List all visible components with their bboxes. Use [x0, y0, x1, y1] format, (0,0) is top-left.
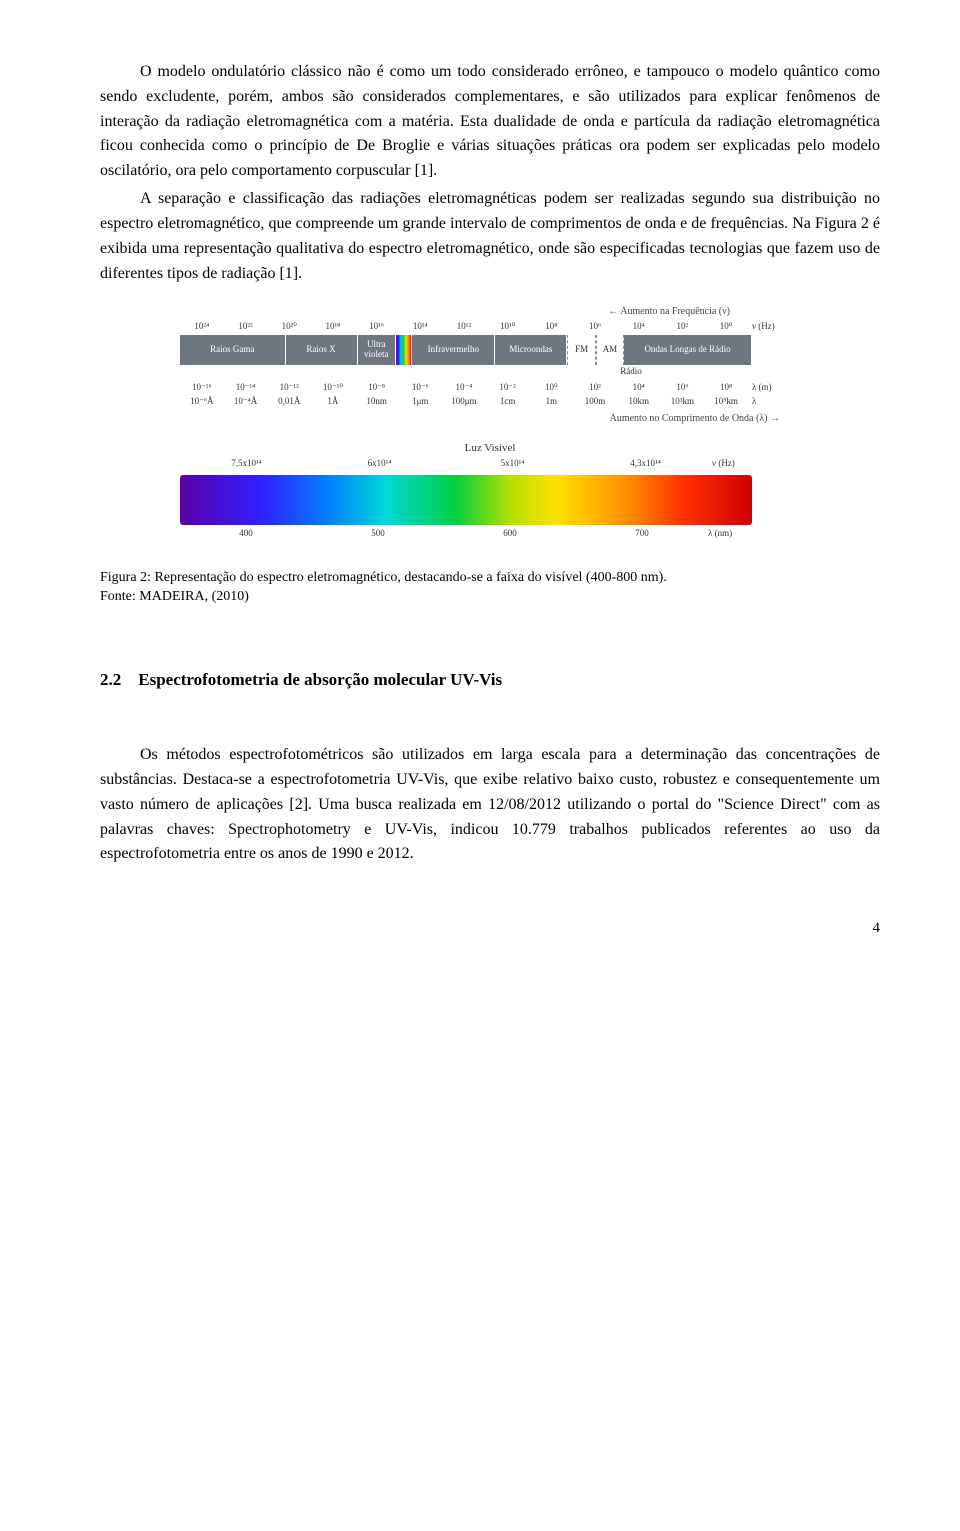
lambda-tick: 10⁻⁸ [355, 381, 399, 395]
freq-tick: 10⁶ [573, 320, 617, 334]
wavelength-increase-arrow: Aumento no Comprimento de Onda (λ) → [180, 411, 800, 427]
lambda-named-tick: 10³km [661, 395, 705, 409]
em-band: Ultra violeta [358, 335, 397, 365]
lambda-named-tick: 1cm [486, 395, 530, 409]
visible-hz-tick: 4,3x10¹⁴ [579, 457, 712, 471]
lambda-named-tick: 0,01Å [267, 395, 311, 409]
lambda-tick: 10⁻⁴ [442, 381, 486, 395]
freq-tick: 10¹² [442, 320, 486, 334]
visible-hz-tick: 5x10¹⁴ [446, 457, 579, 471]
freq-tick: 10²⁰ [267, 320, 311, 334]
freq-tick: 10² [661, 320, 705, 334]
visible-nm-row: 400500600700λ (nm) [180, 527, 752, 541]
em-band: Raios X [286, 335, 358, 365]
radio-group-label: Rádio [180, 365, 752, 379]
lambda-tick: 10⁻⁶ [398, 381, 442, 395]
section-heading-2-2: 2.2 Espectrofotometria de absorção molec… [100, 667, 880, 693]
freq-tick: 10¹⁰ [486, 320, 530, 334]
visible-nm-tick: 400 [180, 527, 312, 541]
lambda-named-tick: 1μm [398, 395, 442, 409]
visible-nm-tick: 600 [444, 527, 576, 541]
lambda-tick: 10⁻¹² [267, 381, 311, 395]
lambda-named-tick: 1Å [311, 395, 355, 409]
freq-unit: ν (Hz) [748, 320, 800, 334]
lambda-tick: 10⁸ [704, 381, 748, 395]
lambda-tick: 10⁻¹⁶ [180, 381, 224, 395]
lambda-named-tick: 100m [573, 395, 617, 409]
caption-line-2: Fonte: MADEIRA, (2010) [100, 589, 249, 604]
lambda-named-tick: 10nm [355, 395, 399, 409]
em-band: AM [596, 335, 624, 365]
freq-tick: 10²² [224, 320, 268, 334]
freq-tick: 10²⁴ [180, 320, 224, 334]
lambda-tick: 10⁻¹⁴ [224, 381, 268, 395]
lambda-m-unit: λ (m) [748, 381, 800, 395]
lambda-tick: 10² [573, 381, 617, 395]
paragraph-1: O modelo ondulatório clássico não é como… [100, 60, 880, 184]
freq-tick: 10¹⁶ [355, 320, 399, 334]
freq-tick: 10⁰ [704, 320, 748, 334]
lambda-named-tick: 10km [617, 395, 661, 409]
paragraph-3: Os métodos espectrofotométricos são util… [100, 743, 880, 867]
visible-nm-unit: λ (nm) [708, 527, 752, 541]
visible-hz-unit: ν (Hz) [712, 457, 752, 471]
em-band-row: Raios GamaRaios XUltra violeta Infraverme… [180, 335, 752, 365]
figure-caption: Figura 2: Representação do espectro elet… [100, 569, 880, 607]
em-band: Ondas Longas de Rádio [624, 335, 752, 365]
lambda-named-tick: 10⁻⁴Å [224, 395, 268, 409]
caption-line-1: Figura 2: Representação do espectro elet… [100, 570, 667, 585]
visible-light-label: Luz Visível [180, 440, 800, 457]
figure-2-spectrum: ← Aumento na Frequência (ν) 10²⁴10²²10²⁰… [180, 304, 800, 541]
freq-tick: 10⁴ [617, 320, 661, 334]
em-band: FM [567, 335, 595, 365]
visible-hz-tick: 6x10¹⁴ [313, 457, 446, 471]
em-band: Infravermelho [412, 335, 495, 365]
lambda-unit: λ [748, 395, 800, 409]
visible-spectrum-bar [180, 475, 752, 525]
freq-tick: 10¹⁴ [398, 320, 442, 334]
visible-nm-tick: 500 [312, 527, 444, 541]
lambda-named-tick: 10⁻⁶Å [180, 395, 224, 409]
lambda-m-row: 10⁻¹⁶10⁻¹⁴10⁻¹²10⁻¹⁰10⁻⁸10⁻⁶10⁻⁴10⁻²10⁰1… [180, 381, 800, 395]
lambda-named-tick: 100μm [442, 395, 486, 409]
freq-tick-row: 10²⁴10²²10²⁰10¹⁸10¹⁶10¹⁴10¹²10¹⁰10⁸10⁶10… [180, 320, 800, 334]
lambda-named-tick: 10⁵km [704, 395, 748, 409]
freq-increase-arrow: ← Aumento na Frequência (ν) [180, 304, 800, 320]
lambda-tick: 10⁴ [617, 381, 661, 395]
lambda-tick: 10⁰ [530, 381, 574, 395]
lambda-named-row: 10⁻⁶Å10⁻⁴Å0,01Å1Å10nm1μm100μm1cm1m100m10… [180, 395, 800, 409]
visible-hz-tick: 7,5x10¹⁴ [180, 457, 313, 471]
visible-nm-tick: 700 [576, 527, 708, 541]
paragraph-2: A separação e classificação das radiaçõe… [100, 187, 880, 286]
em-band: Microondas [495, 335, 567, 365]
section-title: Espectrofotometria de absorção molecular… [138, 670, 502, 689]
lambda-named-tick: 1m [530, 395, 574, 409]
em-band: Raios Gama [180, 335, 286, 365]
lambda-tick: 10⁶ [661, 381, 705, 395]
lambda-tick: 10⁻¹⁰ [311, 381, 355, 395]
freq-tick: 10⁸ [530, 320, 574, 334]
page-number: 4 [100, 917, 880, 940]
em-band [396, 335, 412, 365]
section-number: 2.2 [100, 670, 121, 689]
lambda-tick: 10⁻² [486, 381, 530, 395]
freq-tick: 10¹⁸ [311, 320, 355, 334]
visible-hz-row: 7,5x10¹⁴6x10¹⁴5x10¹⁴4,3x10¹⁴ν (Hz) [180, 457, 752, 471]
